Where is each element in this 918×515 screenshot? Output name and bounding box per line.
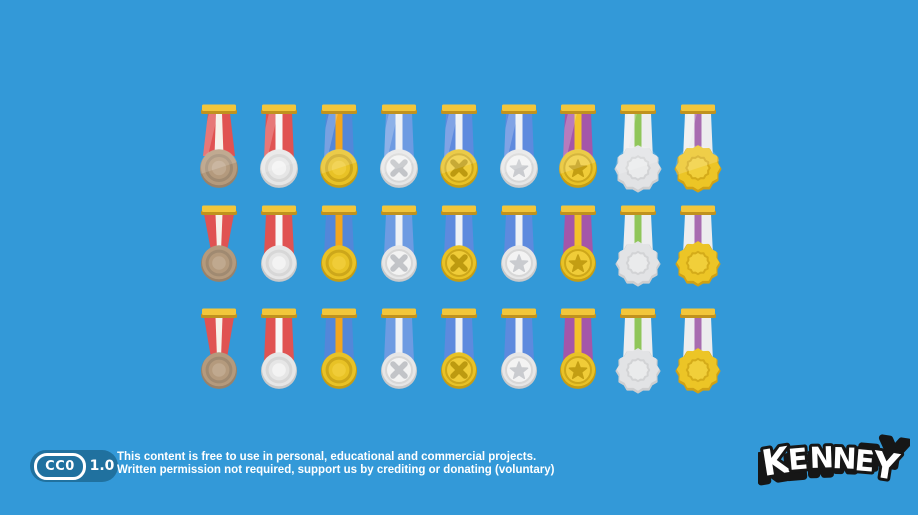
medal-bronze-red-stripe-glossy: [189, 104, 249, 196]
medal-gold-star-purple-flat: [548, 205, 608, 297]
svg-text:N: N: [808, 447, 833, 482]
medal-gold-cross-blue-flat-tall: [429, 308, 489, 400]
medal-silver-cross-blue-flat-tall: [369, 308, 429, 400]
medal-bronze-red-stripe-flat-tall: [189, 308, 249, 400]
medal-silver-scalloped-green-flat-tall: [608, 308, 668, 400]
medal-silver-star-blue-glossy: [489, 104, 549, 196]
medal-silver-star-blue-flat-tall: [489, 308, 549, 400]
medal-grid: [189, 104, 728, 400]
medal-silver-cross-blue-flat: [369, 205, 429, 297]
medal-bronze-red-stripe-flat: [189, 205, 249, 297]
cc0-version-label: 1.0: [89, 458, 115, 474]
license-text: This content is free to use in personal,…: [117, 451, 597, 476]
medal-gold-star-purple-flat-tall: [548, 308, 608, 400]
svg-text:N: N: [833, 443, 858, 478]
medal-silver-scalloped-green-flat: [608, 205, 668, 297]
medal-silver-scalloped-green-glossy: [608, 104, 668, 196]
license-line-1: This content is free to use in personal,…: [117, 451, 537, 463]
medal-silver-star-blue-flat: [489, 205, 549, 297]
medal-silver-cross-blue-glossy: [369, 104, 429, 196]
medal-silver-red-stripe-glossy: [249, 104, 309, 196]
medal-gold-star-purple-glossy: [548, 104, 608, 196]
svg-text:E: E: [787, 441, 810, 477]
medal-gold-scalloped-purple-flat: [668, 205, 728, 297]
medal-gold-cross-blue-glossy: [429, 104, 489, 196]
svg-text:N: N: [809, 440, 834, 475]
medal-gold-cross-blue-flat: [429, 205, 489, 297]
medal-gold-blue-orange-flat-tall: [309, 308, 369, 400]
medal-gold-scalloped-purple-glossy: [668, 104, 728, 196]
medal-silver-red-stripe-flat: [249, 205, 309, 297]
cc0-license-icon: CC0: [34, 452, 86, 480]
medal-silver-red-stripe-flat-tall: [249, 308, 309, 400]
medal-gold-scalloped-purple-flat-tall: [668, 308, 728, 400]
license-bar: CC0 1.0 This content is free to use in p…: [0, 445, 918, 515]
svg-text:N: N: [832, 441, 857, 476]
medal-gold-blue-orange-flat: [309, 205, 369, 297]
license-line-2: Written permission not required, support…: [117, 463, 555, 476]
medal-gold-blue-orange-glossy: [309, 104, 369, 196]
cc0-badge: CC0 1.0: [30, 450, 118, 482]
cc0-label: CC0: [45, 458, 75, 474]
